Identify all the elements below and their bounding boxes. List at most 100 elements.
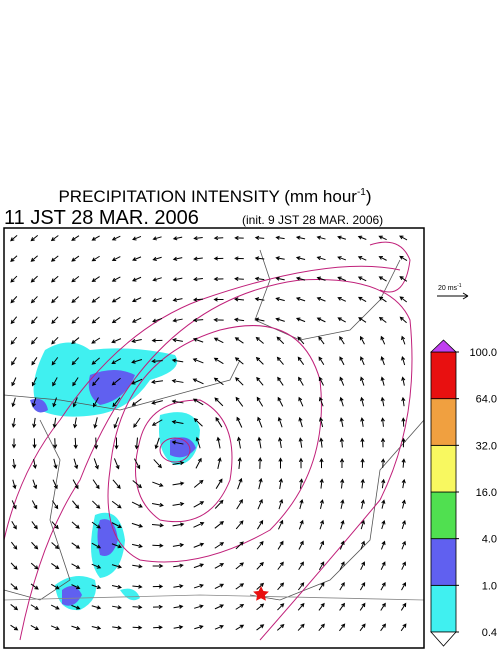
wind-arrow (380, 561, 386, 570)
wind-arrow (91, 542, 102, 549)
wind-arrow (151, 523, 165, 528)
colorbar-label: 0.4 (482, 627, 497, 639)
wind-arrow (381, 499, 386, 509)
wind-arrow (195, 436, 201, 449)
wind-arrow (11, 357, 17, 366)
wind-arrow (30, 604, 39, 610)
wind-arrow (171, 419, 184, 425)
colorbar-label: 16.0 (476, 487, 497, 499)
wind-arrow (399, 276, 408, 282)
location-star (253, 586, 269, 601)
wind-arrow (72, 479, 79, 490)
wind-arrow (357, 235, 367, 240)
wind-arrow (11, 418, 16, 428)
wind-arrow (151, 338, 163, 343)
wind-arrow (277, 582, 285, 591)
wind-arrow (132, 584, 143, 589)
wind-arrow (32, 417, 37, 429)
wind-arrow (339, 376, 345, 386)
wind-arrow (399, 296, 408, 303)
wind-arrow (337, 296, 347, 302)
wind-arrow (193, 583, 204, 589)
wind-arrow (380, 417, 385, 427)
wind-arrow (91, 584, 102, 590)
wind-arrow (318, 602, 325, 611)
wind-arrow (297, 356, 305, 365)
wind-arrow (193, 479, 204, 488)
wind-arrow (380, 396, 385, 407)
wind-arrow (359, 623, 366, 632)
coastlines (3, 249, 425, 601)
wind-arrow (399, 255, 408, 262)
wind-arrow (152, 604, 164, 610)
wind-arrow (31, 500, 38, 510)
isobar (19, 279, 413, 641)
wind-arrow (152, 563, 164, 569)
wind-arrow (172, 318, 183, 323)
wind-arrow (380, 437, 386, 448)
wind-arrow (51, 542, 60, 550)
wind-arrow (131, 359, 143, 364)
wind-arrow (192, 297, 204, 302)
wind-arrow (360, 396, 365, 407)
colorbar-label: 4.0 (482, 534, 497, 546)
wind-arrow (235, 624, 245, 631)
isobar (369, 241, 411, 293)
wind-arrow (337, 256, 347, 261)
wind-arrow (236, 416, 243, 428)
wind-arrow (257, 457, 263, 469)
wind-arrow (71, 584, 81, 590)
wind-arrow (91, 521, 101, 529)
precip-area (62, 586, 82, 606)
wind-arrow (31, 521, 38, 530)
wind-arrow (113, 417, 119, 429)
wind-arrow (357, 296, 367, 303)
wind-arrow (297, 623, 305, 631)
wind-arrow (91, 296, 100, 303)
wind-arrow (295, 235, 306, 240)
wind-arrow (173, 604, 184, 609)
wind-arrow (111, 358, 122, 364)
wind-arrow (401, 540, 406, 550)
wind-arrow (234, 357, 244, 365)
wind-arrow (234, 235, 244, 241)
wind-arrow (151, 359, 163, 364)
wind-arrow (172, 338, 183, 343)
wind-arrow (257, 416, 263, 428)
wind-arrow (339, 396, 344, 407)
wind-arrow (339, 581, 345, 591)
wind-arrow (192, 318, 204, 323)
wind-arrow (380, 335, 386, 345)
wind-arrow (10, 624, 19, 631)
wind-arrow (50, 583, 60, 590)
wind-arrow (318, 376, 324, 386)
wind-arrow (256, 624, 265, 631)
wind-arrow (378, 316, 387, 323)
wind-arrow (193, 418, 203, 427)
colorbar-segment (430, 491, 457, 540)
wind-arrow (214, 583, 225, 590)
wind-arrow (193, 501, 205, 508)
wind-arrow (319, 519, 325, 530)
wind-arrow (233, 317, 245, 322)
wind-arrow (359, 581, 366, 591)
colorbar-label: 64.0 (476, 394, 497, 406)
wind-arrow (318, 623, 325, 632)
colorbar-label: 1.0 (482, 580, 497, 592)
wind-arrow (30, 583, 39, 590)
wind-arrow (131, 501, 143, 508)
wind-arrow (134, 437, 139, 450)
wind-arrow (359, 356, 365, 366)
wind-arrow (172, 501, 185, 507)
wind-arrow (31, 397, 37, 408)
wind-arrow (72, 377, 79, 387)
wind-arrow (192, 358, 204, 364)
colorbar-segment (430, 444, 457, 493)
wind-arrow (316, 256, 326, 261)
wind-arrow (30, 275, 38, 283)
wind-arrow (91, 337, 101, 344)
wind-arrow (337, 276, 347, 282)
wind-arrow (213, 276, 224, 282)
title-exponent: -1 (357, 187, 366, 198)
